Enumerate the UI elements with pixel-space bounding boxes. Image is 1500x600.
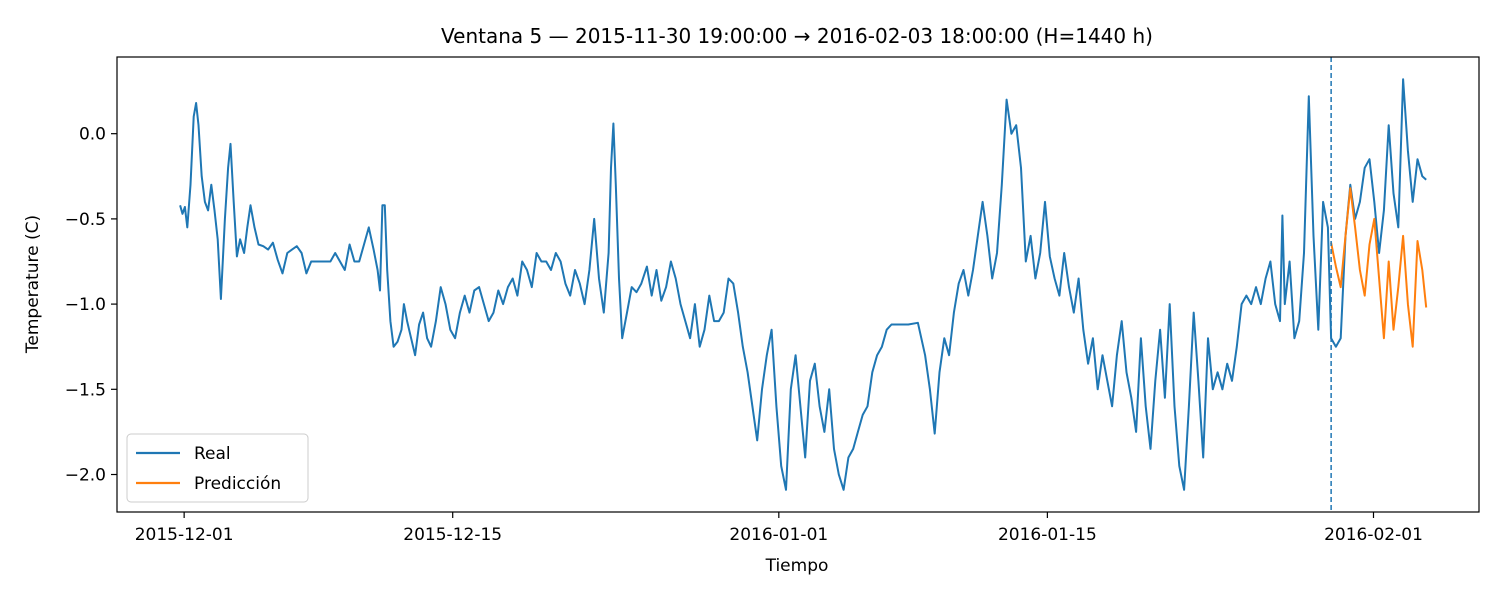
y-tick-label: 0.0 — [79, 125, 106, 145]
series-line-prediccion — [1330, 187, 1428, 348]
x-tick-label: 2016-01-01 — [729, 525, 828, 545]
axes-frame — [116, 56, 1480, 513]
y-axis-label: Temperature (C) — [23, 215, 43, 354]
y-tick-label: −1.5 — [65, 380, 106, 400]
legend-box — [126, 433, 309, 503]
x-axis-label: Tiempo — [765, 556, 829, 576]
plot-area — [179, 57, 1428, 512]
x-tick-label: 2015-12-01 — [135, 525, 234, 545]
x-tick-label: 2015-12-15 — [403, 525, 502, 545]
legend: Real Predicción — [126, 433, 309, 503]
y-tick-label: −1.0 — [65, 295, 106, 315]
chart-title: Ventana 5 — 2015-11-30 19:00:00 → 2016-0… — [441, 24, 1153, 48]
x-tick-label: 2016-02-01 — [1324, 525, 1423, 545]
y-tick-label: −2.0 — [65, 466, 106, 486]
legend-label-real: Real — [194, 444, 231, 464]
y-tick-label: −0.5 — [65, 210, 106, 230]
x-tick-label: 2016-01-15 — [998, 525, 1097, 545]
legend-label-prediccion: Predicción — [194, 474, 281, 494]
series-line-real — [179, 78, 1427, 491]
